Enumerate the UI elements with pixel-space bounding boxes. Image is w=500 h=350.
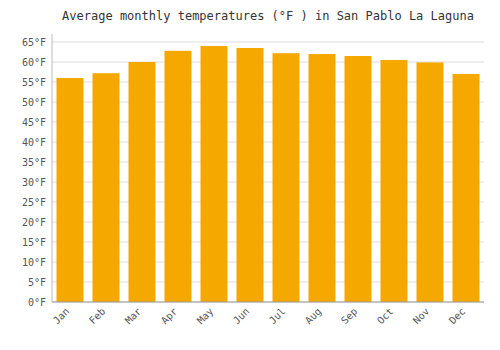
- bar: [201, 46, 228, 302]
- bar: [237, 48, 264, 302]
- y-tick-label: 30°F: [22, 177, 46, 188]
- y-tick-label: 20°F: [22, 217, 46, 228]
- y-tick-label: 0°F: [28, 297, 46, 308]
- x-tick-label: Aug: [303, 306, 324, 327]
- y-tick-label: 65°F: [22, 37, 46, 48]
- bar: [417, 62, 444, 302]
- bar: [93, 73, 120, 302]
- x-axis-line: [52, 302, 484, 303]
- y-tick-label: 45°F: [22, 117, 46, 128]
- x-tick-label: Dec: [447, 306, 468, 327]
- grid-line: [52, 302, 484, 303]
- bar: [57, 78, 84, 302]
- y-tick-label: 35°F: [22, 157, 46, 168]
- bar: [453, 74, 480, 302]
- y-tick-label: 5°F: [28, 277, 46, 288]
- bar: [381, 60, 408, 302]
- grid-line: [52, 42, 484, 43]
- x-tick-label: Jan: [51, 306, 72, 327]
- x-tick-label: Sep: [339, 306, 360, 327]
- y-tick-label: 40°F: [22, 137, 46, 148]
- bar: [165, 51, 192, 302]
- chart-svg: Average monthly temperatures (°F ) in Sa…: [0, 0, 500, 350]
- y-tick-label: 25°F: [22, 197, 46, 208]
- y-tick-label: 50°F: [22, 97, 46, 108]
- bar: [129, 62, 156, 302]
- bar: [309, 54, 336, 302]
- x-tick-label: Jun: [231, 306, 252, 327]
- x-tick-label: Nov: [411, 306, 432, 327]
- title: Average monthly temperatures (°F ) in Sa…: [62, 9, 474, 23]
- bars: [57, 46, 480, 302]
- y-axis-line: [52, 34, 53, 302]
- x-tick-label: Oct: [375, 306, 396, 327]
- grid-line: [52, 62, 484, 63]
- y-tick-label: 10°F: [22, 257, 46, 268]
- y-tick-label: 60°F: [22, 57, 46, 68]
- y-tick-label: 55°F: [22, 77, 46, 88]
- x-tick-label: Apr: [159, 306, 180, 327]
- x-tick-label: Feb: [87, 306, 108, 327]
- grid: [52, 42, 484, 302]
- x-tick-label: May: [195, 306, 216, 327]
- bar: [345, 56, 372, 302]
- bar: [273, 53, 300, 302]
- x-tick-label: Jul: [267, 306, 288, 327]
- chart-container: Average monthly temperatures (°F ) in Sa…: [0, 0, 500, 350]
- y-tick-label: 15°F: [22, 237, 46, 248]
- x-tick-label: Mar: [123, 306, 144, 327]
